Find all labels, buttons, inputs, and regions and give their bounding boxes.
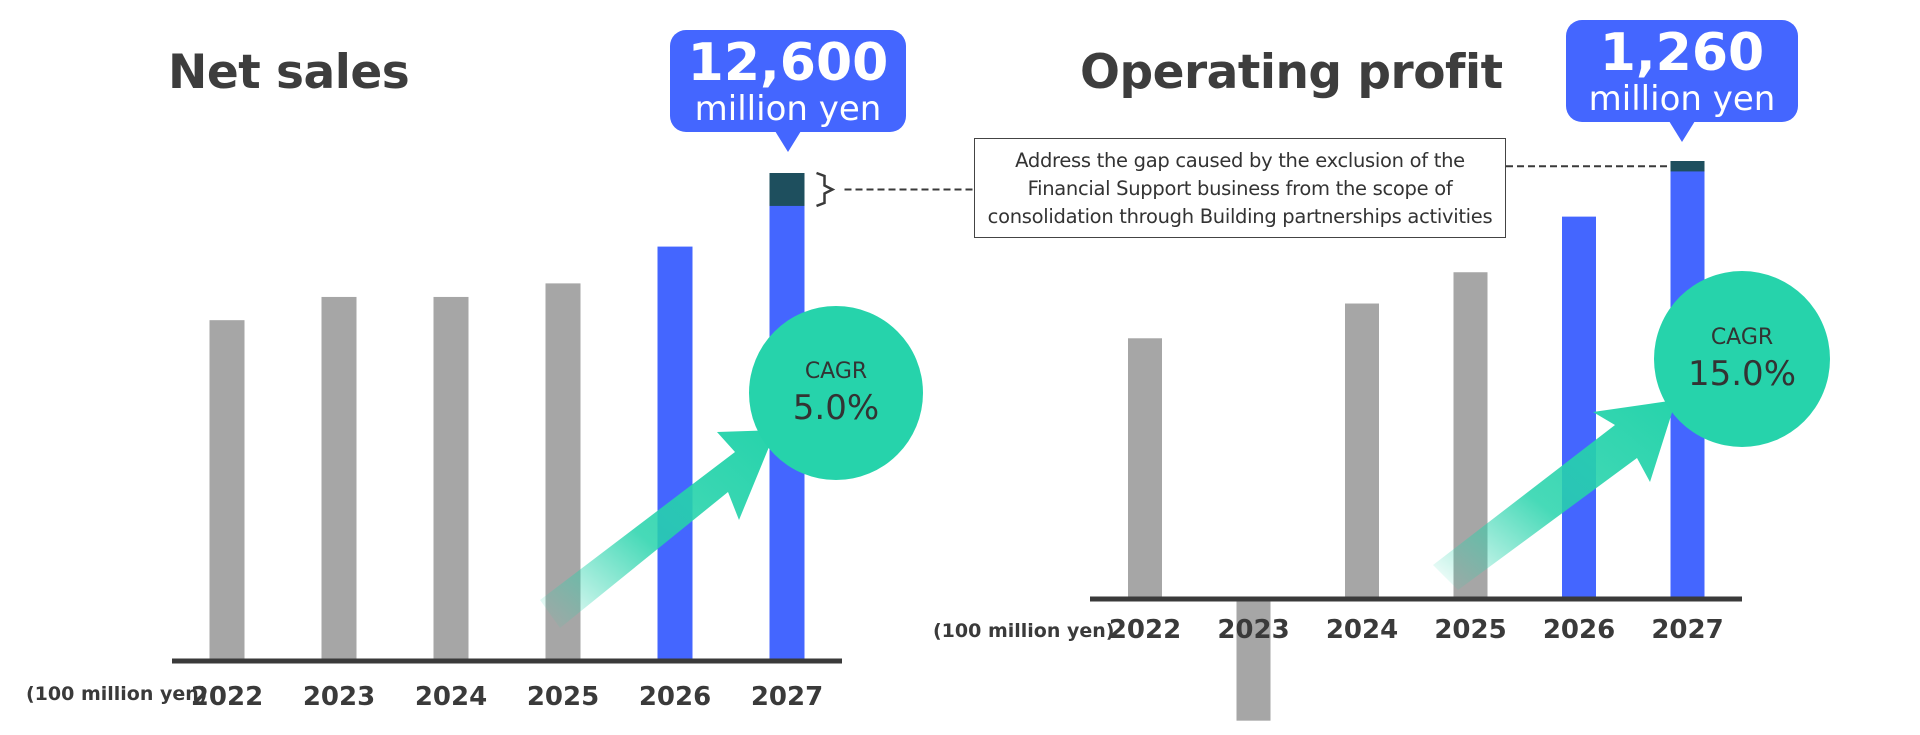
net-sales-tick-2023: 2023 — [303, 682, 375, 712]
operating-profit-tick-2027: 2027 — [1651, 615, 1723, 645]
net-sales-target-unit: million yen — [694, 89, 882, 129]
operating-profit-bar-2026 — [1562, 216, 1596, 599]
net-sales-target-value: 12,600 — [687, 33, 889, 93]
operating-profit-tick-2023: 2023 — [1217, 615, 1289, 645]
net-sales-tick-2026: 2026 — [639, 682, 711, 712]
net-sales-title: Net sales — [168, 45, 410, 100]
operating-profit-tick-2026: 2026 — [1543, 615, 1615, 645]
gap-note-box: Address the gap caused by the exclusion … — [974, 138, 1506, 238]
net-sales-unit-label: (100 million yen) — [26, 683, 207, 705]
net-sales-cagr-label: CAGR — [805, 359, 867, 384]
net-sales-gap-bracket — [816, 171, 836, 208]
net-sales-bar-2024 — [433, 296, 469, 661]
operating-profit-tick-2024: 2024 — [1326, 615, 1398, 645]
operating-profit-target-value: 1,260 — [1599, 23, 1765, 83]
operating-profit-cagr-circle — [1654, 271, 1830, 447]
net-sales-tick-2024: 2024 — [415, 682, 487, 712]
net-sales-cagr-circle — [749, 306, 923, 480]
net-sales-growth-arrow — [540, 430, 776, 628]
operating-profit-tick-2022: 2022 — [1109, 615, 1181, 645]
operating-profit-growth-arrow — [1433, 400, 1676, 590]
net-sales-tick-2025: 2025 — [527, 682, 599, 712]
net-sales-bar-2026 — [657, 246, 693, 662]
operating-profit-unit-label: (100 million yen) — [933, 620, 1114, 642]
operating-profit-cagr-label: CAGR — [1711, 325, 1773, 350]
net-sales-target-callout: 12,600 million yen — [670, 30, 906, 152]
operating-profit-bar-2022 — [1128, 338, 1162, 599]
net-sales-bar-2023 — [321, 296, 357, 661]
net-sales-gap-segment-2027 — [769, 173, 805, 206]
operating-profit-cagr-value: 15.0% — [1688, 354, 1796, 394]
net-sales-bar-2022 — [209, 320, 245, 661]
operating-profit-tick-2025: 2025 — [1434, 615, 1506, 645]
operating-profit-target-unit: million yen — [1588, 79, 1776, 119]
net-sales-tick-2027: 2027 — [751, 682, 823, 712]
net-sales-cagr-value: 5.0% — [793, 388, 879, 428]
net-sales-tick-2022: 2022 — [191, 682, 263, 712]
operating-profit-title: Operating profit — [1080, 45, 1503, 100]
operating-profit-bar-2024 — [1345, 303, 1379, 599]
operating-profit-gap-segment-2027 — [1670, 161, 1705, 172]
operating-profit-bar-2023 — [1236, 599, 1271, 721]
operating-profit-target-callout: 1,260 million yen — [1566, 20, 1798, 142]
